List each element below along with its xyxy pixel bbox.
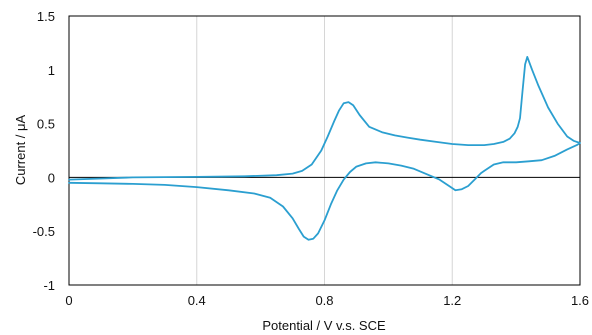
series-line-0 [68,56,581,241]
x-tick-label: 0.8 [315,293,333,308]
x-tick-label: 0.4 [188,293,206,308]
y-tick-label: 0 [48,170,55,185]
series-group [68,56,581,241]
x-tick-label: 0 [65,293,72,308]
x-tick-label: 1.6 [571,293,589,308]
y-tick-label: 1.5 [37,9,55,24]
y-tick-label: -0.5 [33,224,55,239]
y-tick-label: -1 [43,278,55,293]
gridlines [196,16,453,285]
y-axis-ticks: -1 -0.5 0 0.5 1 1.5 [33,9,55,293]
plot-border [68,15,581,286]
y-axis-label: Current / μA [13,115,28,186]
y-tick-label: 1 [48,63,55,78]
x-tick-label: 1.2 [443,293,461,308]
x-axis-ticks: 0 0.4 0.8 1.2 1.6 [65,293,589,308]
y-tick-label: 0.5 [37,117,55,132]
x-axis-label: Potential / V v.s. SCE [262,318,386,333]
